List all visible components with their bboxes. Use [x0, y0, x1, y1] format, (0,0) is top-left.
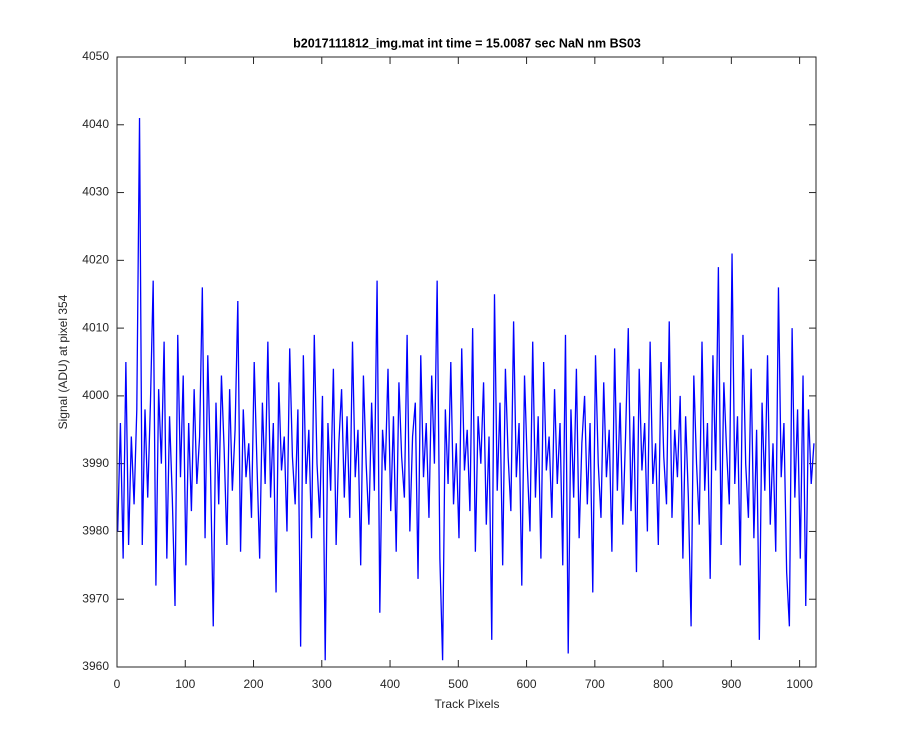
- y-axis-label: Signal (ADU) at pixel 354: [56, 294, 70, 429]
- y-tick-label: 3990: [82, 456, 109, 470]
- x-tick-label: 100: [175, 677, 195, 691]
- x-tick-label: 1000: [786, 677, 813, 691]
- x-tick-label: 700: [585, 677, 605, 691]
- y-tick-label: 3970: [82, 591, 109, 605]
- y-tick-label: 4050: [82, 49, 109, 63]
- x-tick-label: 500: [448, 677, 468, 691]
- y-tick-label: 4020: [82, 253, 109, 267]
- x-axis-label: Track Pixels: [435, 697, 500, 711]
- y-tick-label: 3980: [82, 524, 109, 538]
- x-tick-label: 200: [244, 677, 264, 691]
- x-tick-label: 800: [653, 677, 673, 691]
- y-tick-label: 3960: [82, 659, 109, 673]
- x-tick-label: 600: [517, 677, 537, 691]
- data-line: [117, 117, 815, 661]
- axes-box: [116, 56, 817, 668]
- x-tick-label: 300: [312, 677, 332, 691]
- x-tick-label: 0: [114, 677, 121, 691]
- y-tick-label: 4030: [82, 185, 109, 199]
- x-tick-label: 400: [380, 677, 400, 691]
- x-tick-label: 900: [721, 677, 741, 691]
- y-tick-label: 4010: [82, 320, 109, 334]
- chart-title: b2017111812_img.mat int time = 15.0087 s…: [293, 36, 641, 50]
- y-tick-label: 4000: [82, 388, 109, 402]
- y-tick-label: 4040: [82, 117, 109, 131]
